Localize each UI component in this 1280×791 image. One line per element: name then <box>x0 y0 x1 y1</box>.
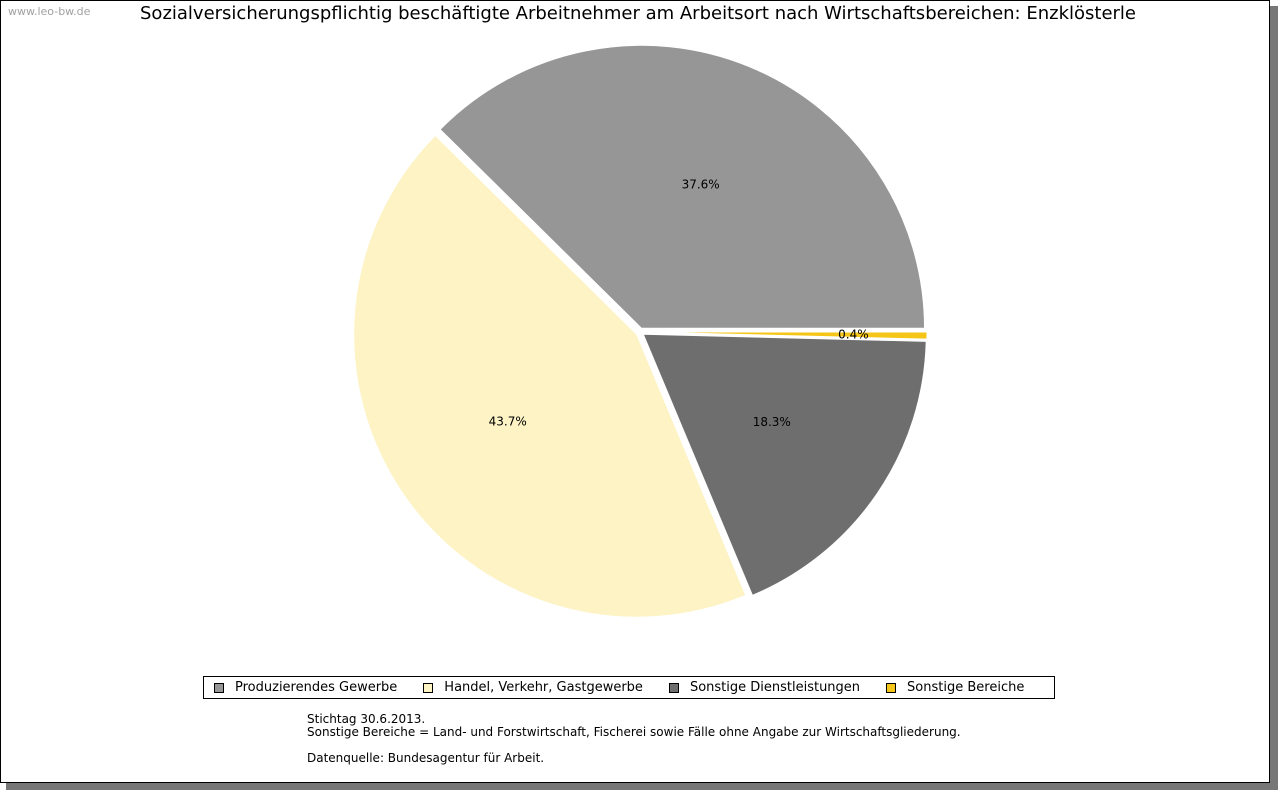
legend-label: Sonstige Dienstleistungen <box>689 680 861 695</box>
legend: Produzierendes Gewerbe Handel, Verkehr, … <box>203 676 1055 699</box>
pie-chart: 37.6% 0.4% 18.3% 43.7% <box>353 44 928 618</box>
watermark: www.leo-bw.de <box>8 5 91 18</box>
legend-item: Sonstige Dienstleistungen <box>668 680 861 695</box>
chart-title: Sozialversicherungspflichtig beschäftigt… <box>140 3 1136 24</box>
frame-shadow-right <box>1270 6 1278 789</box>
legend-label: Handel, Verkehr, Gastgewerbe <box>444 680 643 695</box>
legend-swatch <box>668 682 679 693</box>
footnote-definition: Sonstige Bereiche = Land- und Forstwirts… <box>307 725 961 739</box>
footnotes: Stichtag 30.6.2013. Sonstige Bereiche = … <box>307 713 961 765</box>
slice-label: 0.4% <box>838 328 869 342</box>
frame-shadow-bottom <box>6 783 1278 790</box>
slice-label: 18.3% <box>753 415 791 429</box>
pie-slice <box>642 333 927 597</box>
legend-swatch <box>423 682 434 693</box>
footnote-date: Stichtag 30.6.2013. <box>307 712 426 726</box>
legend-swatch <box>886 682 897 693</box>
footnote-source: Datenquelle: Bundesagentur für Arbeit. <box>307 751 545 765</box>
legend-label: Produzierendes Gewerbe <box>235 680 398 695</box>
legend-item: Sonstige Bereiche <box>886 680 1024 695</box>
slice-label: 43.7% <box>489 414 527 428</box>
legend-label: Sonstige Bereiche <box>907 680 1025 695</box>
pie-slice <box>643 331 928 340</box>
slice-label: 37.6% <box>682 177 720 191</box>
legend-item: Handel, Verkehr, Gastgewerbe <box>423 680 643 695</box>
pie-slice <box>439 44 926 329</box>
legend-swatch <box>214 682 224 693</box>
pie-slice <box>353 134 747 618</box>
legend-item: Produzierendes Gewerbe <box>214 680 397 695</box>
